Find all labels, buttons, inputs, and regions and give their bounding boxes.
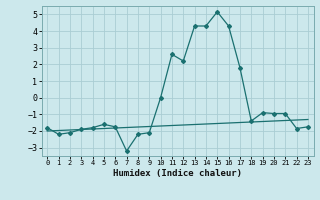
X-axis label: Humidex (Indice chaleur): Humidex (Indice chaleur) [113, 169, 242, 178]
